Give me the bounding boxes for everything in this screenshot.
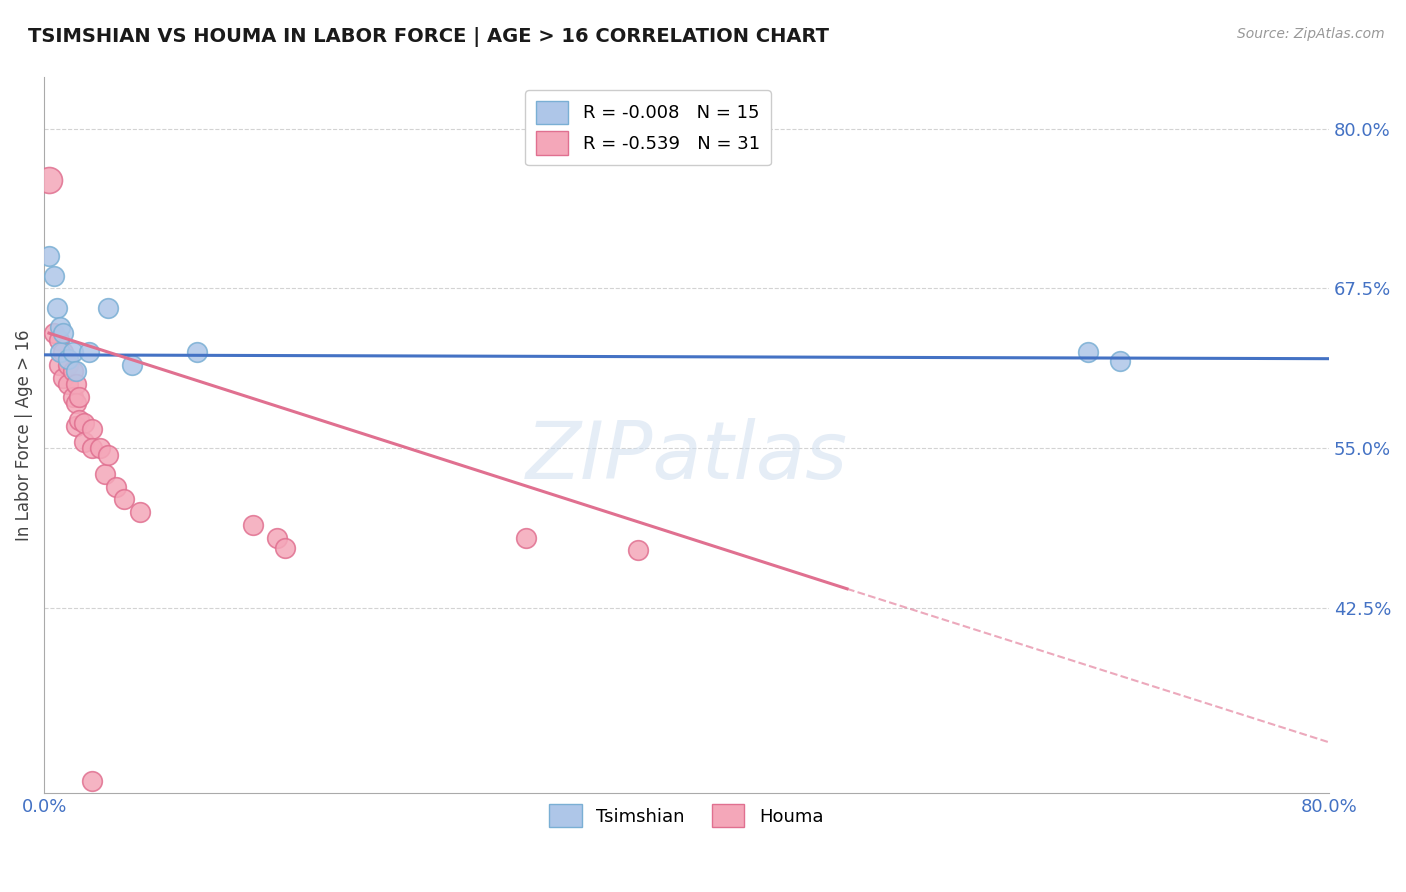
Point xyxy=(97,301,120,315)
Point xyxy=(73,416,96,430)
Point xyxy=(65,396,87,410)
Point xyxy=(129,505,152,519)
Point xyxy=(42,268,65,283)
Point xyxy=(48,358,70,372)
Point xyxy=(121,358,143,372)
Text: Source: ZipAtlas.com: Source: ZipAtlas.com xyxy=(1237,27,1385,41)
Point xyxy=(46,301,69,315)
Legend: Tsimshian, Houma: Tsimshian, Houma xyxy=(543,797,831,834)
Point xyxy=(58,358,80,372)
Point xyxy=(112,492,135,507)
Point xyxy=(42,326,65,340)
Point xyxy=(89,441,111,455)
Point xyxy=(69,390,91,404)
Point xyxy=(105,479,128,493)
Point xyxy=(274,541,297,555)
Point xyxy=(77,345,100,359)
Point xyxy=(65,377,87,392)
Point xyxy=(65,419,87,434)
Point xyxy=(65,364,87,378)
Point xyxy=(82,773,104,788)
Text: TSIMSHIAN VS HOUMA IN LABOR FORCE | AGE > 16 CORRELATION CHART: TSIMSHIAN VS HOUMA IN LABOR FORCE | AGE … xyxy=(28,27,830,46)
Point xyxy=(52,371,75,385)
Point xyxy=(266,531,288,545)
Point xyxy=(38,172,60,186)
Point xyxy=(62,364,84,378)
Point xyxy=(186,345,208,359)
Y-axis label: In Labor Force | Age > 16: In Labor Force | Age > 16 xyxy=(15,330,32,541)
Point xyxy=(49,319,72,334)
Point xyxy=(627,543,650,558)
Point xyxy=(1109,354,1132,368)
Point xyxy=(515,531,537,545)
Point xyxy=(48,333,70,347)
Point xyxy=(73,434,96,449)
Point xyxy=(94,467,117,481)
Point xyxy=(38,249,60,263)
Point xyxy=(82,441,104,455)
Text: ZIPatlas: ZIPatlas xyxy=(526,417,848,496)
Point xyxy=(242,517,264,532)
Point xyxy=(62,390,84,404)
Point xyxy=(97,448,120,462)
Point xyxy=(58,351,80,366)
Point xyxy=(69,413,91,427)
Point xyxy=(1077,345,1099,359)
Point xyxy=(49,345,72,359)
Point xyxy=(52,326,75,340)
Point xyxy=(82,422,104,436)
Point xyxy=(52,345,75,359)
Point xyxy=(62,345,84,359)
Point xyxy=(58,377,80,392)
